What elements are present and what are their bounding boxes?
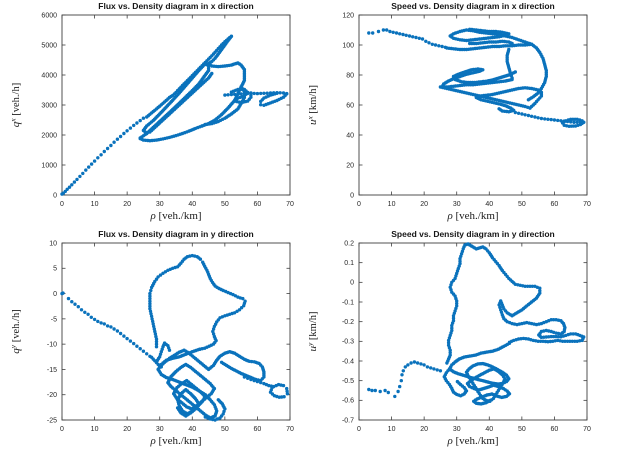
- x-tick-label: 30: [156, 201, 164, 208]
- ticks-speed-x: [358, 14, 588, 196]
- x-tick-label: 30: [156, 426, 164, 433]
- x-tick-label: 30: [453, 426, 461, 433]
- x-tick-label: 70: [583, 201, 591, 208]
- scatter-dots-speed-y: [367, 242, 586, 406]
- y-tick-label: 10: [49, 240, 57, 247]
- y-tick-label: 0.1: [344, 260, 354, 267]
- y-tick-label: 0: [350, 192, 354, 199]
- subplot-flux-x: 0 10 20 30 40 50 60 70 0 1000 2000 3000 4000 5000 6000…: [9, 1, 294, 222]
- subplot-speed-y: 0 10 20 30 40 50 60 70 -0.7 -0.6 -0.5 -0.4 -0.3 -0.2 -…: [306, 229, 591, 447]
- x-tick-label: 20: [420, 426, 428, 433]
- x-tick-label: 10: [91, 426, 99, 433]
- y-tick-label: 0: [53, 192, 57, 199]
- axes-box-speed-y: [358, 242, 588, 421]
- x-tick-label: 40: [485, 201, 493, 208]
- y-tick-label: 4000: [41, 72, 57, 79]
- y-tick-label: 40: [346, 132, 354, 139]
- y-tick-label: 3000: [41, 102, 57, 109]
- x-axis-label-speed-x: ρ [veh./km]: [446, 210, 498, 222]
- scatter-dots-flux-x: [60, 34, 289, 196]
- x-axis-label-flux-x: ρ [veh./km]: [149, 210, 201, 222]
- x-tick-label: 0: [60, 426, 64, 433]
- tick-labels-speed-x: 0 10 20 30 40 50 60 70 0 20 40 60 80 100 120: [342, 12, 591, 208]
- x-tick-label: 50: [221, 426, 229, 433]
- x-tick-label: 20: [420, 201, 428, 208]
- y-tick-label: -20: [47, 392, 57, 399]
- x-tick-label: 60: [254, 201, 262, 208]
- x-tick-label: 10: [388, 201, 396, 208]
- x-tick-label: 50: [518, 201, 526, 208]
- x-tick-label: 0: [60, 201, 64, 208]
- plot-title-flux-x: Flux vs. Density diagram in x direction: [98, 1, 253, 11]
- x-axis-label-speed-y: ρ [veh./km]: [446, 435, 498, 447]
- axes-box-flux-y: [61, 242, 291, 421]
- tick-labels-flux-x: 0 10 20 30 40 50 60 70 0 1000 2000 3000 4000 5000 6000: [41, 12, 294, 208]
- ticks-speed-y: [358, 242, 588, 421]
- y-tick-label: -25: [47, 417, 57, 424]
- y-tick-label: 0.2: [344, 240, 354, 247]
- x-tick-label: 70: [286, 201, 294, 208]
- y-tick-label: 6000: [41, 12, 57, 19]
- x-tick-label: 30: [453, 201, 461, 208]
- y-tick-label: -0.7: [342, 417, 354, 424]
- y-tick-label: 0: [350, 280, 354, 287]
- plot-title-flux-y: Flux vs. Density diagram in y direction: [98, 229, 253, 239]
- scatter-dots-speed-x: [367, 27, 586, 128]
- y-tick-label: -0.2: [342, 319, 354, 326]
- subplot-flux-y: 0 10 20 30 40 50 60 70 -25 -20 -15 -10 -5 0 5 10 Flux vs…: [9, 229, 294, 447]
- x-tick-label: 60: [551, 201, 559, 208]
- y-tick-label: 100: [342, 42, 354, 49]
- x-tick-label: 10: [91, 201, 99, 208]
- x-tick-label: 50: [221, 201, 229, 208]
- x-tick-label: 20: [123, 201, 131, 208]
- x-tick-label: 10: [388, 426, 396, 433]
- plot-title-speed-y: Speed vs. Density diagram in y direction: [391, 229, 554, 239]
- x-tick-label: 0: [357, 426, 361, 433]
- y-tick-label: 5: [53, 266, 57, 273]
- x-tick-label: 40: [188, 426, 196, 433]
- y-tick-label: -10: [47, 342, 57, 349]
- x-tick-label: 40: [485, 426, 493, 433]
- x-tick-label: 70: [583, 426, 591, 433]
- y-tick-label: -15: [47, 367, 57, 374]
- y-tick-label: 20: [346, 162, 354, 169]
- y-tick-label: 120: [342, 12, 354, 19]
- tick-labels-speed-y: 0 10 20 30 40 50 60 70 -0.7 -0.6 -0.5 -0.4 -0.3 -0.2 -…: [342, 240, 591, 433]
- y-tick-label: 80: [346, 72, 354, 79]
- y-tick-label: 5000: [41, 42, 57, 49]
- x-tick-label: 50: [518, 426, 526, 433]
- subplot-speed-x: 0 10 20 30 40 50 60 70 0 20 40 60 80 100 120 Speed vs. …: [306, 1, 591, 222]
- y-tick-label: 60: [346, 102, 354, 109]
- plot-title-speed-x: Speed vs. Density diagram in x direction: [391, 1, 554, 11]
- scatter-dots-flux-y: [60, 253, 290, 422]
- y-axis-label-flux-x: qx [veh./h]: [9, 83, 23, 127]
- y-axis-label-speed-y: uy [km/h]: [306, 311, 320, 351]
- y-tick-label: -0.4: [342, 358, 354, 365]
- x-tick-label: 70: [286, 426, 294, 433]
- tick-labels-flux-y: 0 10 20 30 40 50 60 70 -25 -20 -15 -10 -5 0 5 10: [47, 240, 294, 433]
- y-axis-label-speed-x: ux [km/h]: [306, 85, 320, 125]
- y-tick-label: -0.5: [342, 378, 354, 385]
- y-axis-label-flux-y: qy [veh./h]: [9, 309, 23, 353]
- y-tick-label: -0.6: [342, 398, 354, 405]
- x-tick-label: 60: [254, 426, 262, 433]
- x-tick-label: 40: [188, 201, 196, 208]
- x-tick-label: 0: [357, 201, 361, 208]
- y-tick-label: -0.1: [342, 299, 354, 306]
- y-tick-label: -0.3: [342, 339, 354, 346]
- y-tick-label: 2000: [41, 132, 57, 139]
- x-axis-label-flux-y: ρ [veh./km]: [149, 435, 201, 447]
- y-tick-label: 0: [53, 291, 57, 298]
- x-tick-label: 60: [551, 426, 559, 433]
- ticks-flux-y: [61, 242, 291, 421]
- y-tick-label: 1000: [41, 162, 57, 169]
- x-tick-label: 20: [123, 426, 131, 433]
- y-tick-label: -5: [51, 316, 57, 323]
- axes-box-speed-x: [358, 14, 588, 196]
